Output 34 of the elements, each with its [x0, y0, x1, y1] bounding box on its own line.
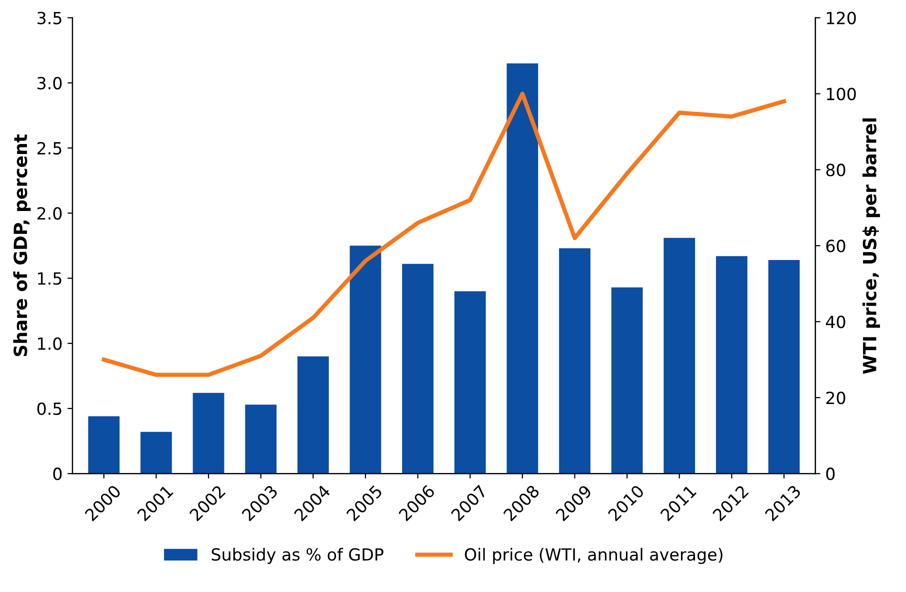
y-tick-label: 3.5 [38, 12, 62, 24]
y2-tick-label: 0 [826, 468, 835, 480]
y-tick-label: 2.5 [37, 142, 62, 155]
bar [506, 63, 538, 474]
y-axis-title: Share of GDP, percent [13, 134, 31, 356]
y-tick-label: 1.5 [38, 272, 62, 285]
bar [245, 404, 277, 474]
line-series [102, 92, 786, 377]
y-tick-label: 3.0 [38, 76, 62, 90]
y-tick-label: 2.0 [37, 207, 62, 220]
bar [140, 432, 172, 474]
bar [454, 291, 486, 474]
legend-label: Subsidy as % of GDP [212, 548, 384, 564]
bar [88, 416, 120, 474]
bar [611, 287, 643, 474]
y-tick-label: 1.0 [38, 337, 62, 350]
y2-tick-label: 100 [826, 88, 856, 100]
y2-tick-label: 20 [826, 392, 846, 404]
bar [664, 238, 696, 474]
y-tick-label: 0.5 [37, 402, 62, 416]
bar [402, 264, 434, 474]
y-tick-label: 0 [53, 468, 62, 480]
bar [192, 392, 224, 474]
y2-tick-label: 40 [826, 316, 846, 328]
y2-tick-label: 60 [826, 240, 846, 252]
bar [768, 260, 800, 474]
bar [297, 356, 329, 474]
y2-axis-title: WTI price, US$ per barrel [862, 118, 880, 374]
bar [350, 246, 382, 474]
bar [559, 248, 590, 474]
bar [716, 256, 748, 474]
y2-tick-label: 120 [826, 12, 856, 24]
y2-tick-label: 80 [826, 164, 846, 176]
legend-label: Oil price (WTI, annual average) [464, 548, 722, 564]
